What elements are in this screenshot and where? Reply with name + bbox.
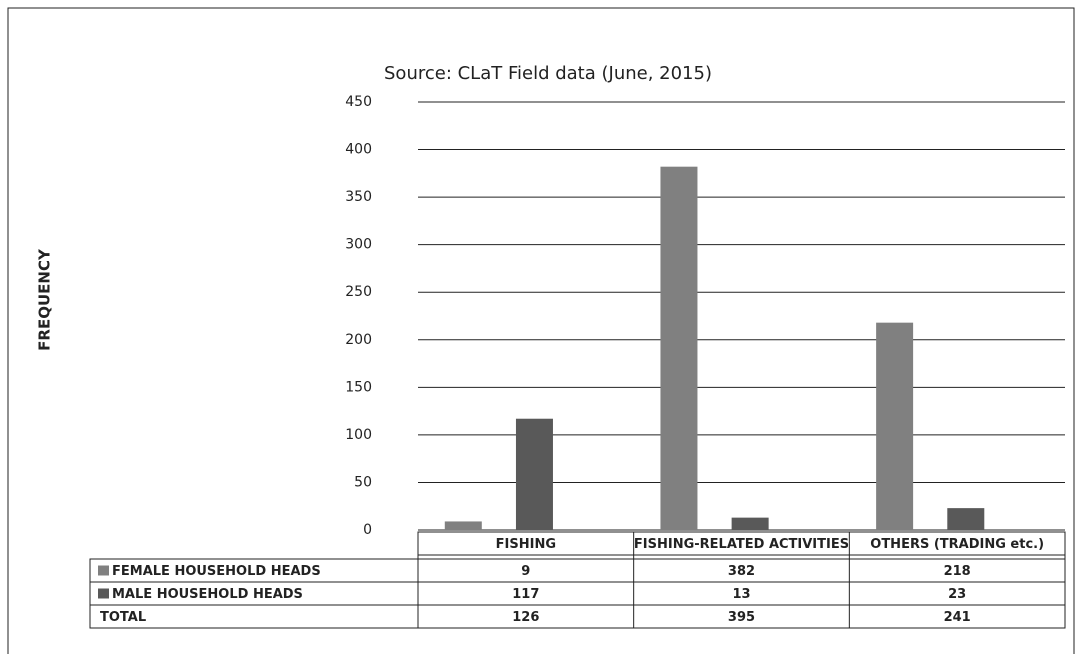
y-tick-label: 350 [345,189,372,205]
y-tick-label: 150 [345,379,372,395]
x-tick-label: FISHING-RELATED ACTIVITIES [634,537,849,552]
y-tick-label: 200 [345,332,372,348]
y-axis-label: FREQUENCY [36,248,54,351]
legend-label: MALE HOUSEHOLD HEADS [112,587,303,602]
table-value: 241 [944,610,971,625]
table-value: 9 [521,564,530,579]
frame [7,7,1075,654]
y-tick-label: 0 [363,522,372,538]
bar [876,322,914,530]
y-tick-label: 450 [345,94,372,110]
legend-label: TOTAL [100,610,146,625]
y-tick-label: 300 [345,237,372,253]
x-tick-label: FISHING [496,537,556,552]
table-value: 126 [512,610,539,625]
y-tick-label: 400 [345,142,372,158]
x-tick-label: OTHERS (TRADING etc.) [870,537,1044,552]
chart-title: Source: CLaT Field data (June, 2015) [384,63,712,84]
bar [444,521,482,530]
bar [731,517,769,530]
y-tick-label: 250 [345,284,372,300]
table-value: 13 [732,587,750,602]
table-value: 218 [944,564,971,579]
bar [515,418,553,530]
table-value: 117 [512,587,539,602]
table-value: 382 [728,564,755,579]
legend-label: FEMALE HOUSEHOLD HEADS [112,564,321,579]
y-tick-label: 100 [345,427,372,443]
bar [947,508,985,530]
table-border [89,558,1066,629]
table-value: 23 [948,587,966,602]
legend-swatch [98,588,109,599]
legend-swatch [98,565,109,576]
table-value: 395 [728,610,755,625]
y-tick-label: 50 [354,474,372,490]
bar [660,166,698,531]
